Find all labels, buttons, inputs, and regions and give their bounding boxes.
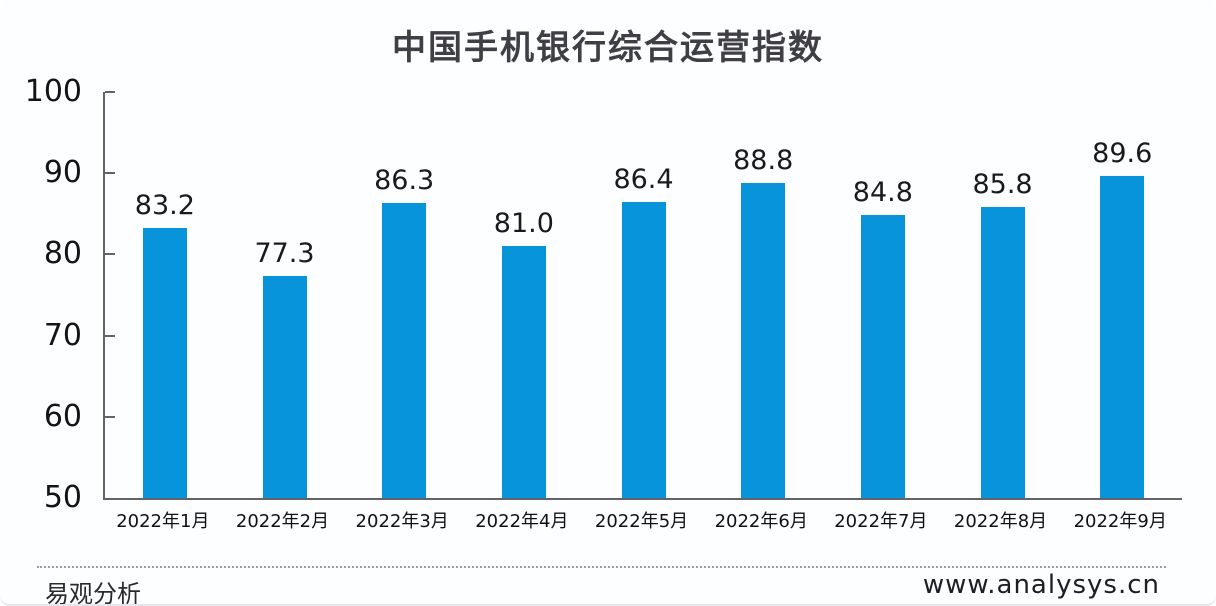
x-axis-label: 2022年2月 [235, 511, 330, 532]
bar [621, 202, 666, 498]
bar-value-label: 86.3 [374, 165, 435, 197]
x-axis-label: 2022年8月 [953, 511, 1048, 532]
footer-divider [37, 566, 1166, 568]
bar-column: 86.3 [344, 92, 464, 498]
y-axis-tick-label: 50 [43, 480, 82, 515]
y-axis-tick-label: 60 [43, 398, 82, 434]
plot-area: 83.2 77.3 86.3 81.0 86.4 88.8 84.8 85.8 89.6 [103, 91, 1182, 500]
bar [262, 276, 307, 498]
x-axis-labels: 2022年1月 2022年2月 2022年3月 2022年4月 2022年5月 2022年… [103, 507, 1180, 533]
bar [980, 207, 1025, 498]
bar-column: 84.8 [823, 92, 943, 498]
x-axis-label: 2022年4月 [475, 511, 569, 532]
bar-value-label: 81.0 [493, 208, 554, 240]
bar-column: 85.8 [943, 92, 1063, 498]
bar-value-label: 86.4 [613, 164, 674, 196]
x-axis-label: 2022年6月 [714, 511, 808, 532]
bar-column: 81.0 [464, 92, 584, 498]
source-label: 易观分析 [45, 580, 141, 606]
bar [382, 203, 427, 498]
x-axis-label: 2022年1月 [116, 511, 210, 532]
bars-area: 83.2 77.3 86.3 81.0 86.4 88.8 84.8 85.8 89.6 [105, 92, 1182, 498]
bar-column: 86.4 [584, 92, 704, 498]
x-axis-label: 2022年7月 [834, 511, 928, 532]
bar-column: 89.6 [1062, 92, 1182, 498]
bar-value-label: 83.2 [134, 190, 195, 222]
bar [860, 215, 905, 498]
y-axis-tick [105, 172, 115, 175]
y-axis-tick [105, 253, 115, 256]
y-axis-labels: 100 90 80 70 60 50 [0, 77, 82, 513]
y-axis-tick-label: 100 [24, 74, 82, 109]
bar [741, 182, 786, 498]
y-axis-tick [105, 334, 115, 337]
bar-value-label: 89.6 [1092, 138, 1153, 170]
website-label: www.analysys.cn [922, 570, 1160, 600]
bar-column: 88.8 [703, 92, 823, 498]
x-axis-label: 2022年5月 [594, 511, 689, 532]
bar-value-label: 88.8 [733, 144, 794, 176]
bar-value-label: 77.3 [254, 238, 315, 270]
y-axis-tick [105, 91, 115, 93]
bar [501, 246, 546, 498]
bar-value-label: 85.8 [972, 169, 1033, 201]
y-axis-tick-label: 80 [43, 236, 82, 272]
bar-column: 83.2 [105, 92, 225, 498]
bar-value-label: 84.8 [852, 177, 913, 209]
y-axis-tick-label: 90 [43, 155, 82, 191]
bar [142, 228, 187, 498]
y-axis-tick-label: 70 [43, 317, 82, 353]
x-axis-label: 2022年3月 [355, 511, 449, 532]
y-axis-tick [105, 415, 115, 418]
bar [1100, 176, 1145, 498]
x-axis-label: 2022年9月 [1073, 511, 1167, 532]
chart-title: 中国手机银行综合运营指数 [392, 28, 824, 68]
bar-column: 77.3 [225, 92, 345, 498]
